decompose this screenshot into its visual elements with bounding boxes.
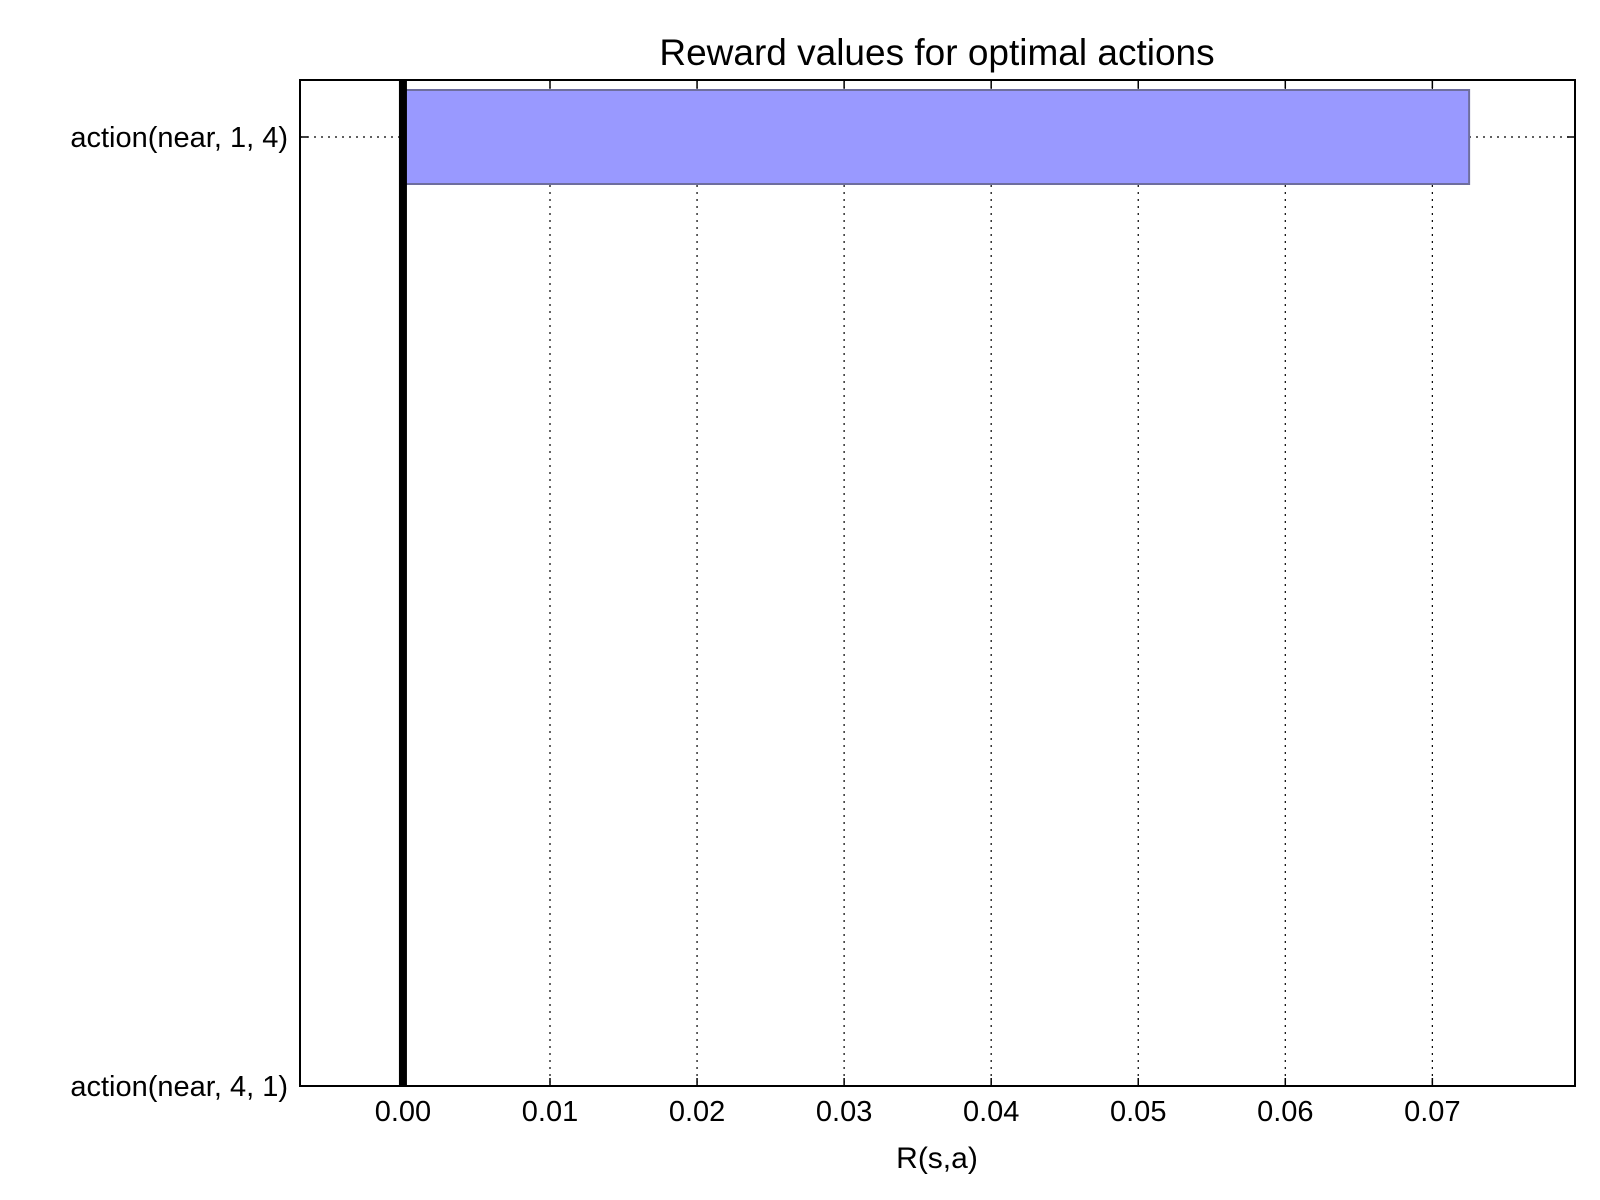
x-axis-label: R(s,a) [896,1142,978,1175]
x-tick-labels: 0.00 0.01 0.02 0.03 0.04 0.05 0.06 0.07 [375,1096,1461,1128]
x-tick-label: 0.03 [816,1096,872,1128]
x-tick-label: 0.01 [522,1096,578,1128]
axis-ticks [300,80,1575,1087]
y-tick-labels: action(near, 1, 4) action(near, 4, 1) [70,122,288,1103]
x-tick-label: 0.02 [669,1096,725,1128]
bars [401,89,1471,185]
x-tick-label: 0.00 [375,1096,431,1128]
plot-frame [299,79,1576,1087]
chart-title: Reward values for optimal actions [659,32,1214,73]
x-tick-label: 0.07 [1404,1096,1460,1128]
y-tick-label: action(near, 1, 4) [70,122,288,154]
y-tick-label: action(near, 4, 1) [70,1071,288,1103]
x-tick-label: 0.06 [1257,1096,1313,1128]
x-tick-label: 0.04 [963,1096,1019,1128]
bar [401,89,1471,185]
x-tick-label: 0.05 [1110,1096,1166,1128]
